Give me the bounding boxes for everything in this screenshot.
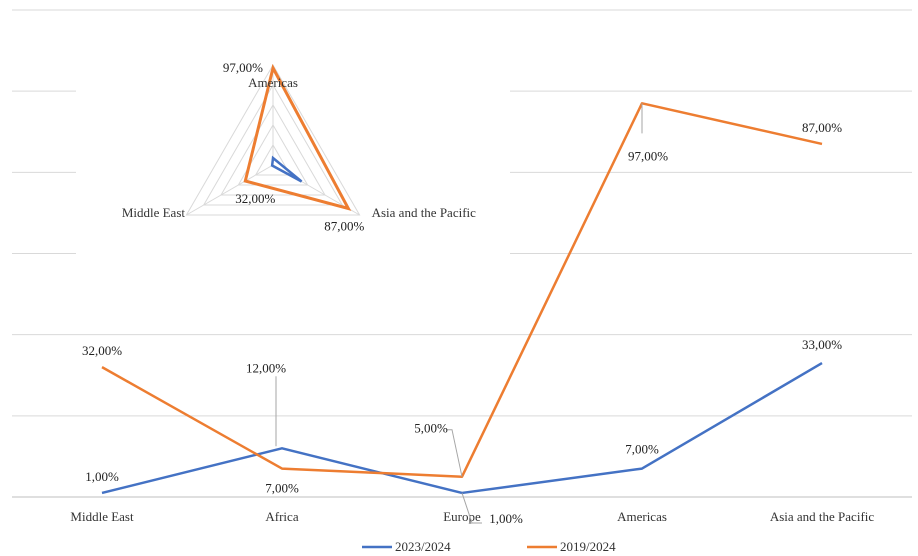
radar-ring-4 [202,84,344,206]
radar-ring-2 [237,124,309,186]
data-label-2023-2024-americas: 7,00% [625,442,659,457]
radar-axis-asia-and-the-pacific: Asia and the Pacific [372,205,477,220]
data-label-2023-2024-asia-and-the-pacific: 33,00% [802,337,842,352]
data-label-2019-2024-europe: 5,00% [414,421,448,436]
legend: 2023/2024 2019/2024 [362,539,616,554]
radar-ring-5 [185,63,361,216]
legend-label-2019-2024: 2019/2024 [560,539,616,554]
radar-inset: Americas Asia and the Pacific Middle East 9… [76,40,510,255]
radar-label-americas: 97,00% [223,60,263,75]
radar-axis-americas: Americas [248,75,298,90]
data-label-2019-2024-middle-east: 32,00% [82,343,122,358]
data-label-2019-2024-americas: 97,00% [628,148,668,163]
data-label-2023-2024-middle-east: 1,00% [85,469,119,484]
data-label-2019-2024-africa: 7,00% [265,481,299,496]
x-tick-europe: Europe [443,509,481,524]
leader-line [446,429,463,477]
x-axis-ticks: Middle East Africa Europe Americas Asia and … [70,509,874,524]
data-label-2023-2024-africa: 12,00% [246,360,286,375]
data-label-2019-2024-asia-and-the-pacific: 87,00% [802,120,842,135]
radar-ring-1 [254,143,292,176]
radar-series-2023-2024 [270,155,303,183]
radar-label-asia-and-the-pacific: 87,00% [324,219,364,234]
radar-background [76,40,510,255]
x-tick-africa: Africa [265,509,298,524]
x-tick-middle-east: Middle East [70,509,134,524]
radar-spoke-middle-east [186,164,274,216]
radar-label-middle-east: 32,00% [235,191,275,206]
radar-series-2019-2024 [243,63,352,211]
data-labels: 1,00% 12,00% 1,00% 7,00% 33,00% 32,00% 7,00% 5,… [82,103,842,526]
legend-label-2023-2024: 2023/2024 [395,539,451,554]
radar-ring-3 [220,103,326,196]
leader-line [461,492,482,524]
x-tick-asia-and-the-pacific: Asia and the Pacific [770,509,875,524]
x-tick-americas: Americas [617,509,667,524]
radar-axis-middle-east: Middle East [122,205,186,220]
data-label-2023-2024-europe: 1,00% [489,511,523,526]
